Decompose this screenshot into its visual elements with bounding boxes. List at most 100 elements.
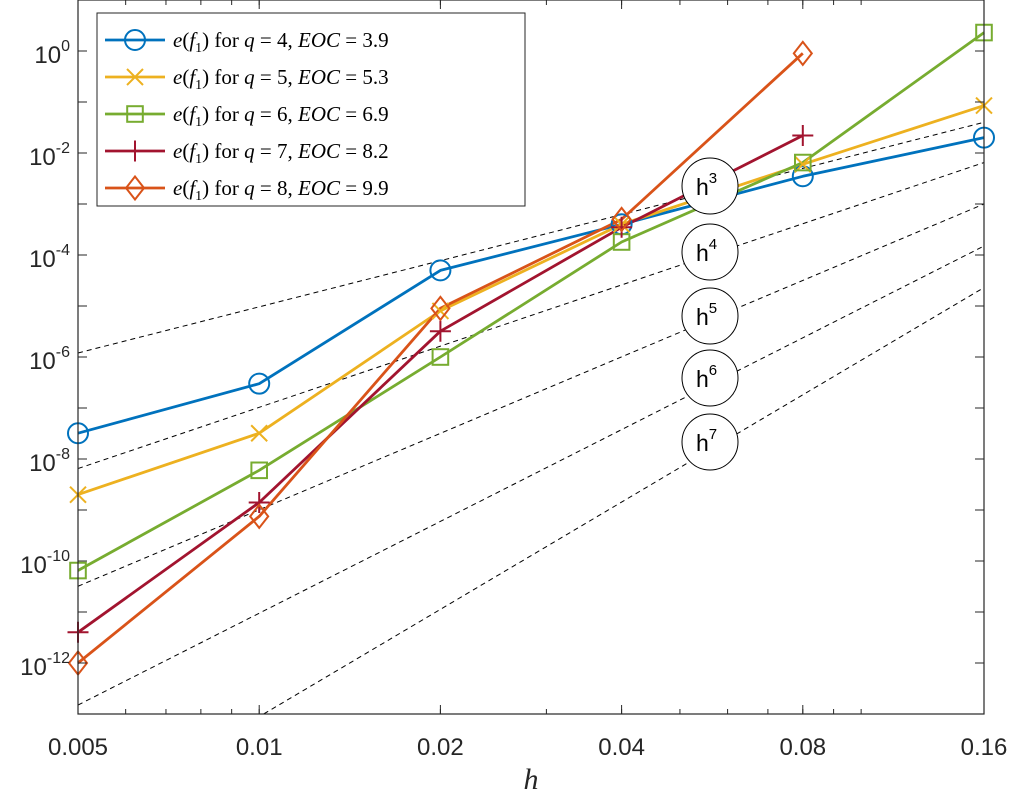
data-point-q8 [611,206,632,233]
legend-paren: ( [182,28,189,52]
legend-q-value: = 4, [255,28,298,52]
rate-label-h3: h3 [681,157,739,215]
legend-label: e(f1) for q = 5, EOC = 5.3 [173,65,389,93]
legend-label: e(f1) for q = 4, EOC = 3.9 [173,28,389,56]
legend-arg: f [189,139,198,163]
legend-paren: ) [202,176,209,200]
data-point-q4 [791,165,814,188]
data-point-q4 [429,259,452,282]
data-point-q5 [250,424,268,442]
rate-label-order: 4 [709,236,717,253]
data-point-q8 [792,40,814,67]
legend-eoc-var: EOC [297,28,341,52]
legend-func: e [173,139,182,163]
rate-label-circle [681,157,739,215]
legend-eoc-var: EOC [297,102,341,126]
y-tick-exponent: 0 [61,38,70,55]
legend-arg-sub: 1 [195,189,202,204]
y-tick-label: 10-2 [29,140,70,171]
legend-label: e(f1) for q = 7, EOC = 8.2 [173,139,389,167]
data-point-q7 [429,320,451,342]
legend-swatch-marker [126,68,144,86]
x-tick-label: 0.005 [48,734,108,761]
legend-eoc-var: EOC [297,139,341,163]
x-tick-label: 0.08 [779,734,826,761]
y-tick-base: 10 [29,144,56,171]
series-lines [77,31,985,665]
rate-label-order: 6 [709,362,717,379]
legend-item-q8: e(f1) for q = 8, EOC = 9.9 [105,174,389,204]
reference-line-h6 [78,245,984,706]
legend-word: for [209,102,244,126]
reference-line-h3 [78,121,984,354]
legend-label: e(f1) for q = 6, EOC = 6.9 [173,102,389,130]
data-point-q6 [431,348,450,366]
legend: e(f1) for q = 4, EOC = 3.9e(f1) for q = … [96,12,526,207]
legend-swatch-marker [124,140,146,162]
legend-arg: f [189,176,198,200]
y-tick-exponent: -8 [56,446,70,463]
x-tick-label: 0.04 [598,734,645,761]
legend-paren: ( [182,139,189,163]
rate-label-h5: h5 [681,287,739,345]
legend-word: for [209,28,244,52]
legend-arg-sub: 1 [195,152,202,167]
legend-eoc-var: EOC [297,65,341,89]
x-tick-label: 0.01 [236,734,283,761]
y-tick-exponent: -12 [47,650,70,667]
legend-eoc-value: = 5.3 [340,65,389,89]
legend-q-value: = 8, [255,176,298,200]
legend-func: e [173,102,182,126]
reference-line-h7 [262,287,984,714]
legend-paren: ) [202,139,209,163]
x-axis-label: h [524,763,539,796]
data-point-q6 [250,461,268,480]
rate-label-base: h [696,240,709,266]
legend-paren: ) [202,65,209,89]
rate-label-text: h3 [696,170,717,200]
legend-arg-sub: 1 [195,41,202,56]
legend-func: e [173,176,182,200]
y-tick-base: 10 [34,42,61,69]
legend-item-q7: e(f1) for q = 7, EOC = 8.2 [105,139,389,167]
legend-arg: f [189,28,198,52]
legend-eoc-value: = 9.9 [340,176,389,200]
rate-label-text: h4 [696,236,717,266]
data-point-q8 [430,295,451,322]
legend-func: e [173,65,182,89]
y-tick-base: 10 [20,552,47,579]
rate-label-h4: h4 [681,223,739,281]
reference-line-h4 [78,162,984,470]
rate-label-order: 5 [709,300,717,317]
legend-q-value: = 5, [255,65,298,89]
legend-word: for [209,65,244,89]
legend-eoc-value: = 6.9 [340,102,389,126]
legend-paren: ) [202,102,209,126]
series-line-q6 [77,31,985,572]
legend-arg-sub: 1 [195,78,202,93]
rate-label-text: h6 [696,362,717,392]
data-point-q4 [248,372,271,395]
y-tick-label: 10-12 [20,650,70,681]
legend-paren: ( [182,65,189,89]
y-tick-base: 10 [29,450,56,477]
rate-label-order: 3 [709,170,717,187]
legend-eoc-value: = 8.2 [340,139,389,163]
legend-arg-sub: 1 [195,115,202,130]
rate-label-circle [681,287,739,345]
data-point-q7 [792,125,814,147]
y-tick-base: 10 [29,348,56,375]
legend-q-var: q [244,102,255,126]
rate-label-text: h7 [696,426,717,456]
y-tick-base: 10 [29,246,56,273]
legend-box [96,12,526,207]
data-point-q5 [431,302,450,320]
legend-swatch-marker [124,174,146,202]
legend-swatch-marker [124,29,146,51]
x-tick-label: 0.02 [417,734,464,761]
legend-word: for [209,139,244,163]
y-tick-exponent: -2 [56,140,70,157]
y-tick-exponent: -6 [56,344,70,361]
